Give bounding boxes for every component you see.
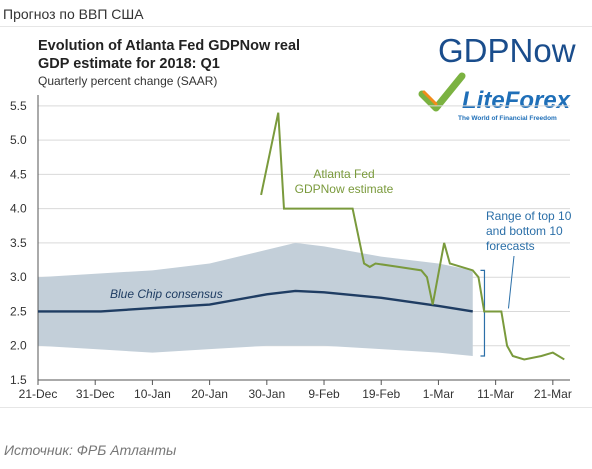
gdpnow-logo: GDPNow <box>438 32 576 69</box>
y-tick-label: 1.5 <box>10 373 27 387</box>
range-leader-line <box>507 255 515 309</box>
y-tick-label: 4.0 <box>10 202 27 216</box>
y-tick-label: 3.5 <box>10 236 27 250</box>
source-note: Источник: ФРБ Атланты <box>4 442 177 458</box>
plot-area: 1.5 2.0 2.5 3.0 3.5 4.0 4.5 5.0 5.5 21-Dec 31-Dec 1… <box>10 95 572 401</box>
gdpnow-line <box>260 112 565 361</box>
x-tick-label: 20-Jan <box>191 387 228 401</box>
liteforex-logo: LiteForex The World of Financial Freedom <box>418 72 572 122</box>
y-tick-label: 4.5 <box>10 167 27 181</box>
gdpnow-label: Atlanta Fed <box>313 167 374 181</box>
forecast-range-band <box>38 242 473 357</box>
page-heading: Прогноз по ВВП США <box>3 6 144 22</box>
x-tick-label: 1-Mar <box>423 387 454 401</box>
chart-title-line-2: GDP estimate for 2018: Q1 <box>38 56 220 72</box>
liteforex-wordmark: LiteForex <box>462 87 572 114</box>
x-tick-label: 11-Mar <box>477 387 514 401</box>
chart-title-line-1: Evolution of Atlanta Fed GDPNow real <box>38 38 300 54</box>
liteforex-check-icon <box>418 72 466 112</box>
liteforex-tagline: The World of Financial Freedom <box>458 115 557 122</box>
range-label: forecasts <box>486 239 535 253</box>
y-tick-label: 3.0 <box>10 270 27 284</box>
y-tick-label: 5.5 <box>10 99 27 113</box>
range-bracket <box>480 269 486 357</box>
range-label: Range of top 10 <box>486 209 572 223</box>
chart-frame <box>0 26 592 408</box>
blue-chip-line <box>38 289 473 313</box>
range-label: and bottom 10 <box>486 224 563 238</box>
chart-subtitle: Quarterly percent change (SAAR) <box>38 74 217 88</box>
gdpnow-label: GDPNow estimate <box>295 182 394 196</box>
y-tick-label: 2.5 <box>10 304 27 318</box>
x-tick-label: 19-Feb <box>362 387 400 401</box>
x-tick-label: 21-Mar <box>534 387 572 401</box>
y-tick-label: 5.0 <box>10 133 27 147</box>
x-tick-label: 21-Dec <box>19 387 58 401</box>
x-tick-label: 10-Jan <box>134 387 171 401</box>
x-tick-label: 31-Dec <box>76 387 115 401</box>
y-tick-label: 2.0 <box>10 339 27 353</box>
blue-chip-label: Blue Chip consensus <box>110 287 223 301</box>
x-tick-label: 9-Feb <box>308 387 340 401</box>
x-tick-label: 30-Jan <box>248 387 285 401</box>
